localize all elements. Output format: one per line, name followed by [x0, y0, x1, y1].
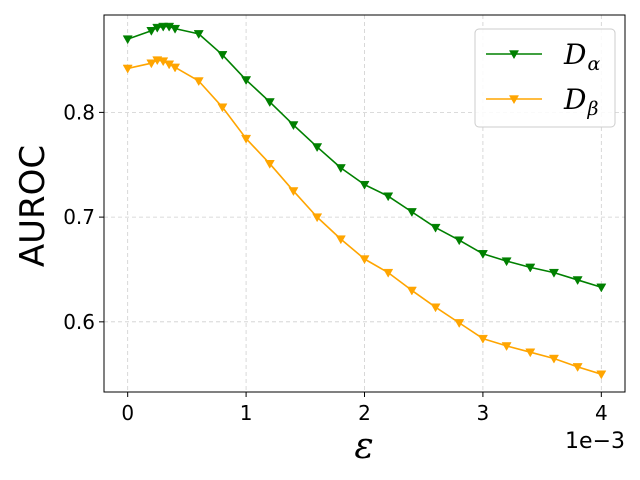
series-1-point: [312, 143, 323, 153]
series-1-point: [477, 250, 488, 259]
series-1-point: [264, 98, 275, 108]
series-1: [122, 22, 607, 293]
x-axis-offset-label: 1e−3: [565, 429, 625, 454]
y-tick-label: 0.6: [63, 310, 95, 334]
series-2-point: [383, 268, 394, 278]
legend-label-subscript: α: [587, 53, 600, 75]
series-1-point: [548, 268, 559, 278]
legend-label-1: Dα: [563, 38, 600, 75]
series-2-point: [501, 342, 512, 352]
x-tick-label: 1: [240, 401, 253, 425]
series-1-point: [430, 223, 441, 233]
y-axis-label: AUROC: [13, 145, 53, 267]
series-2-point: [430, 303, 441, 313]
series-1-point: [335, 164, 346, 173]
legend-marker-2: [508, 95, 520, 105]
series-2-point: [170, 63, 181, 73]
legend-label-subscript: β: [586, 98, 598, 120]
series-1-point: [572, 276, 583, 286]
legend-label-base: D: [563, 38, 586, 71]
series-layer: [122, 22, 607, 380]
series-2-point: [477, 334, 488, 344]
series-1-point: [146, 27, 157, 36]
series-1-point: [241, 76, 252, 86]
y-tick-label: 0.7: [63, 205, 95, 229]
series-1-point: [596, 283, 607, 293]
legend-label-2: Dβ: [563, 83, 598, 120]
x-tick-label: 0: [121, 401, 134, 425]
series-2-point: [454, 319, 465, 328]
series-1-point: [122, 35, 133, 45]
y-tick-label: 0.8: [63, 100, 95, 124]
series-1-point: [383, 192, 394, 202]
series-2-point: [146, 59, 157, 69]
series-1-point: [406, 208, 417, 217]
series-2: [122, 56, 607, 380]
series-2-point: [241, 134, 252, 144]
series-1-point: [152, 23, 163, 33]
series-2-point: [217, 103, 228, 113]
x-axis-label: ε: [354, 426, 373, 467]
legend-label-base: D: [563, 83, 586, 116]
series-1-point: [193, 30, 204, 39]
series-1-point: [217, 51, 228, 60]
x-tick-label: 2: [358, 401, 371, 425]
series-1-point: [170, 24, 181, 34]
legend-marker-1: [508, 50, 520, 60]
series-1-point: [525, 263, 536, 273]
series-2-point: [525, 348, 536, 358]
series-2-point: [596, 370, 607, 380]
x-tick-label: 3: [477, 401, 490, 425]
x-tick-label: 4: [595, 401, 608, 425]
series-2-point: [572, 363, 583, 372]
series-1-point: [501, 257, 512, 267]
axis-ticks: 0 1 2 3 4 0.6 0.7 0.8: [63, 100, 607, 425]
series-1-point: [288, 121, 299, 131]
series-2-point: [406, 286, 417, 296]
series-2-point: [548, 354, 559, 364]
series-2-point: [288, 187, 299, 197]
series-2-point: [359, 255, 370, 265]
series-2-point: [264, 160, 275, 169]
series-2-point: [335, 235, 346, 245]
series-2-point: [193, 77, 204, 87]
series-2-point: [312, 213, 323, 223]
series-2-point: [122, 64, 133, 74]
series-1-point: [359, 180, 370, 190]
series-1-point: [454, 236, 465, 246]
